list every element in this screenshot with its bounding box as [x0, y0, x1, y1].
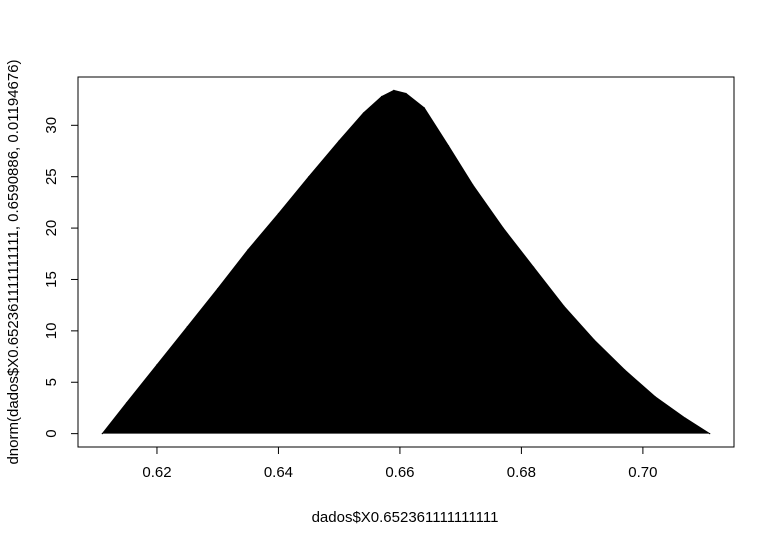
- data-point: [405, 92, 407, 95]
- y-tick-label: 30: [43, 117, 60, 134]
- data-point: [393, 89, 395, 91]
- x-axis-title: dados$X0.652361111111111: [312, 509, 499, 526]
- y-tick-label: 15: [43, 271, 60, 288]
- data-point: [502, 227, 504, 229]
- data-point: [624, 369, 626, 371]
- y-tick-label: 10: [43, 323, 60, 340]
- x-tick-label: 0.66: [385, 464, 414, 481]
- series-fill: [102, 90, 710, 434]
- data-point: [563, 305, 565, 307]
- x-axis: 0.62 0.64 0.66 0.68 0.70: [142, 446, 657, 481]
- data-point: [338, 140, 340, 142]
- series-line: [101, 89, 710, 435]
- data-point: [447, 145, 450, 147]
- data-point: [186, 326, 188, 328]
- y-tick-label: 0: [43, 429, 60, 437]
- data-point: [684, 417, 687, 419]
- y-tick-label: 20: [43, 220, 60, 237]
- data-point: [362, 112, 365, 114]
- data-point: [593, 339, 595, 341]
- data-point: [381, 95, 383, 98]
- y-tick-label: 25: [43, 168, 60, 185]
- plot-layer: [101, 89, 711, 435]
- y-axis: 0 5 10 15 20 25 30: [43, 117, 79, 438]
- x-tick-label: 0.64: [264, 464, 293, 481]
- data-point: [709, 433, 711, 435]
- data-point: [423, 107, 425, 109]
- data-point: [654, 396, 656, 398]
- data-point: [217, 288, 219, 290]
- data-point: [532, 266, 535, 268]
- data-point: [247, 249, 249, 251]
- data-point: [156, 364, 158, 366]
- y-axis-title: dnorm(dados$X0.652361111111111, 0.659088…: [5, 59, 22, 464]
- x-tick-label: 0.68: [507, 464, 536, 481]
- data-point: [308, 176, 310, 178]
- data-point: [277, 213, 280, 215]
- data-point: [125, 402, 128, 404]
- x-tick-label: 0.62: [142, 464, 171, 481]
- data-point: [472, 184, 474, 186]
- y-tick-label: 5: [43, 378, 60, 386]
- data-point: [101, 433, 103, 435]
- x-tick-label: 0.70: [628, 464, 657, 481]
